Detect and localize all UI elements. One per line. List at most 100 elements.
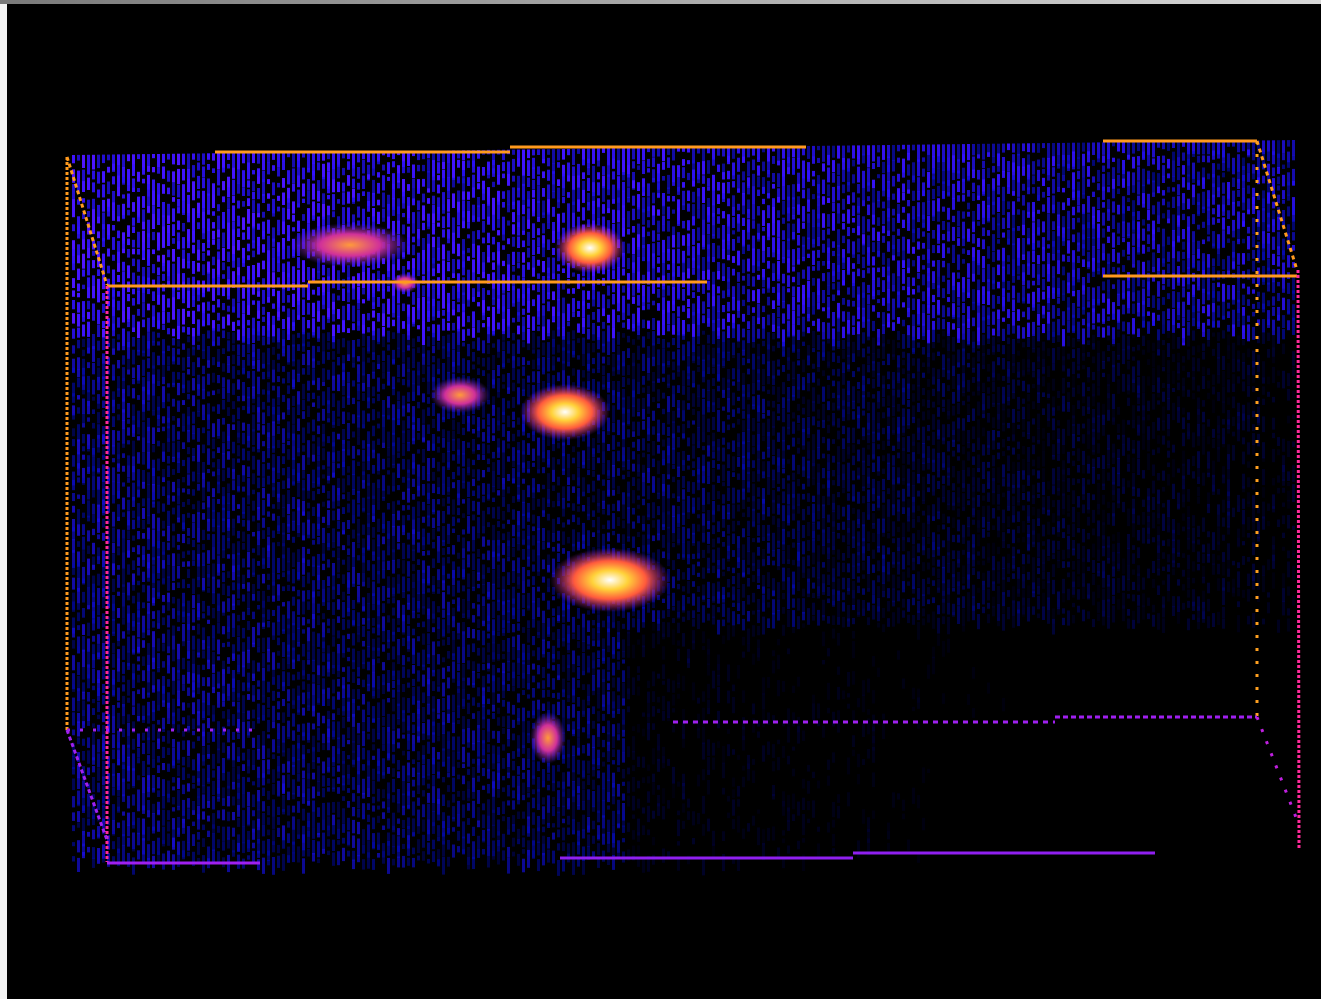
voxel-stripe: [372, 604, 375, 611]
voxel-stripe: [122, 695, 125, 707]
voxel-stripe: [82, 550, 85, 562]
voxel-stripe: [502, 576, 505, 592]
voxel-stripe: [237, 445, 240, 457]
voxel-stripe: [237, 200, 240, 209]
voxel-stripe: [267, 817, 270, 825]
voxel-stripe: [357, 504, 360, 517]
voxel-stripe: [302, 500, 305, 516]
voxel-stripe: [167, 281, 170, 287]
voxel-stripe: [387, 176, 390, 181]
voxel-stripe: [492, 796, 495, 813]
voxel-stripe: [477, 572, 480, 581]
voxel-stripe: [277, 594, 280, 601]
voxel-stripe: [242, 368, 245, 375]
voxel-stripe: [477, 750, 480, 766]
voxel-stripe: [287, 432, 290, 440]
voxel-stripe: [427, 150, 430, 159]
voxel-stripe: [512, 367, 515, 380]
voxel-stripe: [437, 606, 440, 613]
voxel-stripe: [367, 546, 370, 551]
voxel-stripe: [302, 744, 305, 759]
voxel-stripe: [257, 859, 260, 871]
voxel-stripe: [467, 269, 470, 287]
voxel-stripe: [117, 848, 120, 867]
voxel-stripe: [467, 627, 470, 638]
voxel-stripe: [147, 317, 150, 332]
voxel-stripe: [297, 332, 300, 338]
voxel-stripe: [517, 510, 520, 526]
voxel-stripe: [482, 252, 485, 263]
voxel-stripe: [347, 289, 350, 303]
voxel-stripe: [197, 652, 200, 658]
voxel-stripe: [462, 453, 465, 467]
voxel-stripe: [247, 338, 250, 354]
voxel-stripe: [257, 839, 260, 854]
voxel-stripe: [292, 201, 295, 214]
voxel-stripe: [152, 573, 155, 590]
voxel-stripe: [117, 591, 120, 596]
voxel-stripe: [482, 785, 485, 790]
voxel-stripe: [237, 719, 240, 734]
voxel-stripe: [442, 162, 445, 170]
voxel-stripe: [102, 455, 105, 460]
voxel-stripe: [217, 238, 220, 250]
voxel-stripe: [502, 191, 505, 199]
voxel-stripe: [452, 570, 455, 586]
voxel-stripe: [507, 400, 510, 409]
voxel-stripe: [322, 423, 325, 442]
voxel-stripe: [457, 518, 460, 523]
voxel-stripe: [222, 770, 225, 781]
voxel-stripe: [187, 600, 190, 616]
voxel-stripe: [467, 222, 470, 229]
voxel-stripe: [442, 363, 445, 381]
voxel-stripe: [462, 427, 465, 436]
voxel-stripe: [522, 539, 525, 545]
voxel-stripe: [412, 724, 415, 734]
voxel-stripe: [167, 271, 170, 287]
voxel-stripe: [447, 666, 450, 672]
voxel-stripe: [362, 803, 365, 820]
voxel-stripe: [522, 357, 525, 366]
voxel-stripe: [332, 766, 335, 777]
voxel-stripe: [462, 647, 465, 664]
voxel-stripe: [427, 188, 430, 193]
voxel-stripe: [407, 577, 410, 592]
voxel-stripe: [357, 555, 360, 561]
voxel-stripe: [97, 834, 100, 839]
voxel-stripe: [137, 188, 140, 192]
voxel-stripe: [392, 577, 395, 594]
voxel-stripe: [167, 526, 170, 542]
voxel-stripe: [132, 178, 135, 192]
voxel-stripe: [512, 569, 515, 583]
voxel-stripe: [122, 584, 125, 594]
voxel-stripe: [112, 653, 115, 668]
voxel-stripe: [197, 796, 200, 806]
voxel-stripe: [412, 665, 415, 674]
voxel-stripe: [162, 254, 165, 266]
voxel-stripe: [207, 481, 210, 492]
voxel-stripe: [277, 817, 280, 825]
voxel-stripe: [212, 518, 215, 532]
voxel-stripe: [372, 691, 375, 699]
voxel-stripe: [197, 544, 200, 560]
voxel-stripe: [227, 527, 230, 541]
voxel-stripe: [202, 578, 205, 590]
voxel-stripe: [357, 220, 360, 226]
voxel-stripe: [487, 326, 490, 344]
voxel-stripe: [462, 790, 465, 801]
voxel-stripe: [342, 677, 345, 689]
voxel-stripe: [482, 340, 485, 354]
voxel-stripe: [232, 414, 235, 423]
voxel-stripe: [247, 209, 250, 224]
voxel-stripe: [167, 383, 170, 388]
voxel-stripe: [267, 681, 270, 693]
voxel-stripe: [197, 190, 200, 199]
voxel-stripe: [407, 772, 410, 782]
voxel-stripe: [442, 178, 445, 188]
voxel-stripe: [397, 717, 400, 725]
voxel-stripe: [272, 182, 275, 196]
voxel-stripe: [362, 410, 365, 429]
voxel-stripe: [112, 856, 115, 863]
voxel-stripe: [97, 457, 100, 475]
voxel-stripe: [382, 175, 385, 191]
